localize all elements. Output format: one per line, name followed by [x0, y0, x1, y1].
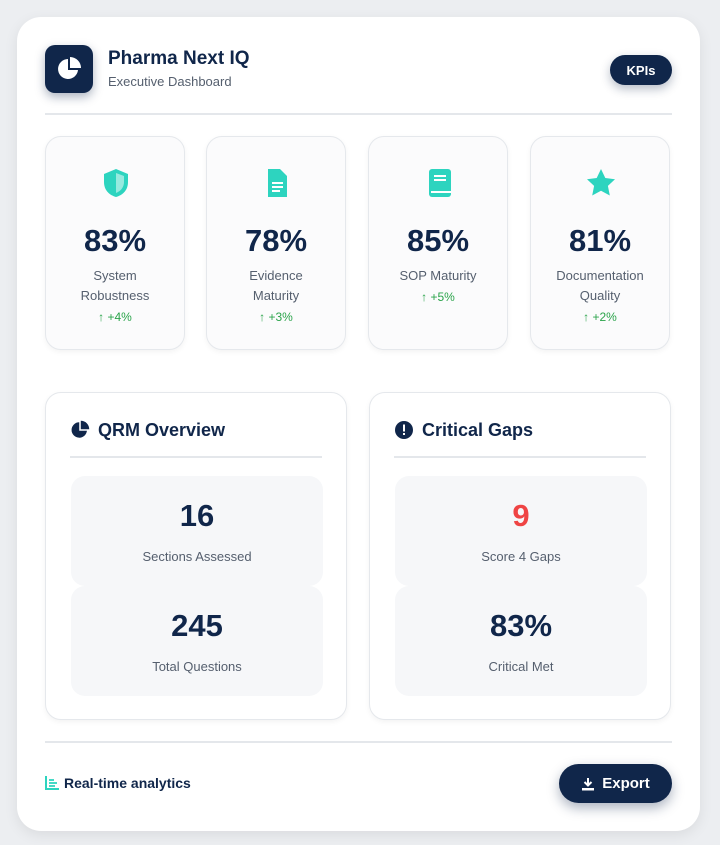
stat-value: 245: [171, 608, 223, 643]
kpi-change: ↑ +5%: [421, 290, 455, 304]
stat-box: 83% Critical Met: [395, 586, 647, 696]
divider: [45, 113, 672, 115]
kpi-label: Evidence Maturity: [249, 268, 303, 303]
qrm-panel: QRM Overview 16 Sections Assessed 245 Tota…: [45, 392, 347, 720]
book-icon: [429, 169, 451, 197]
kpi-value: 85%: [406, 223, 470, 258]
kpi-value: 83%: [83, 223, 147, 258]
button-label: Export: [602, 775, 650, 792]
kpi-label: SOP Maturity: [399, 268, 477, 283]
kpi-card: 78% Evidence Maturity ↑ +3%: [206, 136, 346, 350]
kpi-card: 83% System Robustness ↑ +4%: [45, 136, 185, 350]
stat-label: Critical Met: [488, 659, 554, 674]
gaps-panel: Critical Gaps 9 Score 4 Gaps 83% Critical …: [369, 392, 671, 720]
chart-icon: [45, 776, 59, 790]
divider: [45, 741, 672, 743]
stat-label: Score 4 Gaps: [481, 549, 561, 564]
stat-box: 9 Score 4 Gaps: [395, 476, 647, 586]
logo: [45, 45, 93, 93]
stat-value: 16: [179, 498, 215, 533]
kpi-label: System Robustness: [80, 268, 150, 303]
stat-box: 16 Sections Assessed: [71, 476, 323, 586]
kpi-card: 85% SOP Maturity ↑ +5%: [368, 136, 508, 350]
divider: [394, 456, 646, 458]
kpi-label: Documentation Quality: [556, 268, 644, 303]
change-text: +4%: [107, 310, 132, 324]
kpi-change: ↑ +4%: [98, 310, 132, 324]
kpi-card: 81% Documentation Quality ↑ +2%: [530, 136, 670, 350]
kpi-change: ↑ +3%: [259, 310, 293, 324]
app-subtitle: Executive Dashboard: [108, 74, 232, 89]
panel-title: QRM Overview: [98, 420, 226, 440]
kpis-badge[interactable]: KPIs: [610, 55, 672, 85]
stat-label: Sections Assessed: [142, 549, 252, 564]
export-button[interactable]: Export: [559, 764, 672, 803]
stat-value: 9: [512, 498, 530, 533]
pie-icon: [71, 420, 90, 438]
kpi-change: ↑ +2%: [583, 310, 617, 324]
panel-title: Critical Gaps: [422, 420, 534, 440]
pie-icon: [58, 57, 81, 79]
app-title: Pharma Next IQ: [108, 48, 250, 69]
change-text: +3%: [268, 310, 293, 324]
stat-label: Total Questions: [152, 659, 242, 674]
stat-value: 83%: [489, 608, 553, 643]
change-text: +2%: [592, 310, 617, 324]
stat-box: 245 Total Questions: [71, 586, 323, 696]
change-text: +5%: [430, 290, 455, 304]
divider: [70, 456, 322, 458]
kpi-value: 81%: [568, 223, 632, 258]
star-icon: [587, 169, 615, 196]
footer-note: Real-time analytics: [64, 775, 191, 791]
kpi-value: 78%: [244, 223, 308, 258]
download-icon: [582, 777, 595, 790]
document-icon: [268, 169, 287, 197]
alert-icon: [395, 421, 413, 439]
shield-icon: [104, 169, 128, 197]
